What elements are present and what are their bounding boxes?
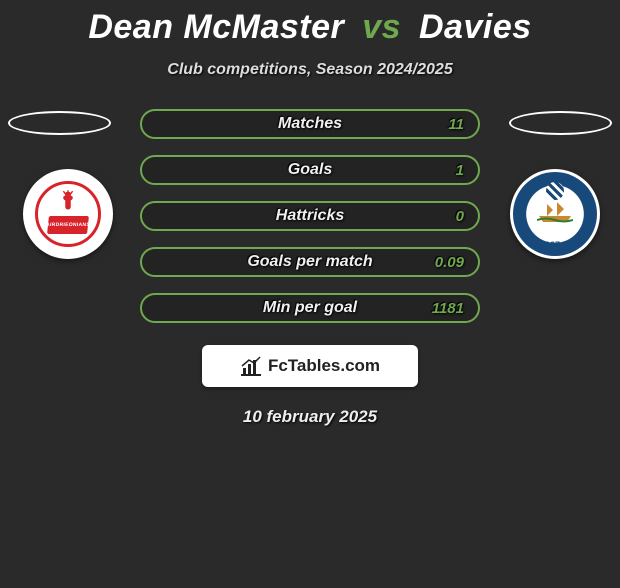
club-badge-right: 1874 — [510, 169, 600, 259]
player2-placeholder-ellipse — [509, 111, 612, 135]
club-badge-left-banner: AIRDRIEONIANS — [47, 216, 89, 234]
stat-value: 0 — [456, 208, 464, 225]
vs-label: vs — [362, 8, 401, 46]
chart-icon — [240, 356, 262, 376]
stat-value: 1181 — [432, 300, 464, 317]
stat-label: Goals per match — [247, 253, 372, 271]
comparison-title: Dean McMaster vs Davies — [0, 8, 620, 47]
stat-value: 1 — [456, 162, 464, 179]
competition-subtitle: Club competitions, Season 2024/2025 — [0, 61, 620, 79]
stat-label: Goals — [288, 161, 332, 179]
stat-row: Min per goal 1181 — [140, 293, 480, 323]
rooster-icon — [57, 190, 79, 218]
stats-table: Matches 11 Goals 1 Hattricks 0 Goals per match… — [140, 109, 480, 323]
stat-row: Goals per match 0.09 — [140, 247, 480, 277]
stat-row: Goals 1 — [140, 155, 480, 185]
ship-icon — [537, 200, 573, 224]
stat-label: Min per goal — [263, 299, 357, 317]
brand-text: FcTables.com — [268, 356, 380, 376]
brand-badge[interactable]: FcTables.com — [202, 345, 418, 387]
snapshot-date: 10 february 2025 — [0, 407, 620, 427]
player1-name: Dean McMaster — [88, 8, 344, 46]
main-content: AIRDRIEONIANS 1874 Matches 11 Goals 1 Hattri… — [0, 109, 620, 427]
club-badge-left: AIRDRIEONIANS — [23, 169, 113, 259]
stat-label: Matches — [278, 115, 342, 133]
club-founding-year: 1874 — [545, 240, 565, 250]
club-badge-left-inner: AIRDRIEONIANS — [35, 181, 101, 247]
player2-name: Davies — [419, 8, 532, 46]
stat-row: Matches 11 — [140, 109, 480, 139]
stat-row: Hattricks 0 — [140, 201, 480, 231]
stat-value: 11 — [448, 116, 464, 133]
stat-value: 0.09 — [435, 254, 464, 271]
football-icon — [546, 182, 564, 200]
stat-label: Hattricks — [276, 207, 344, 225]
player1-placeholder-ellipse — [8, 111, 111, 135]
club-badge-right-ring: 1874 — [513, 172, 597, 256]
